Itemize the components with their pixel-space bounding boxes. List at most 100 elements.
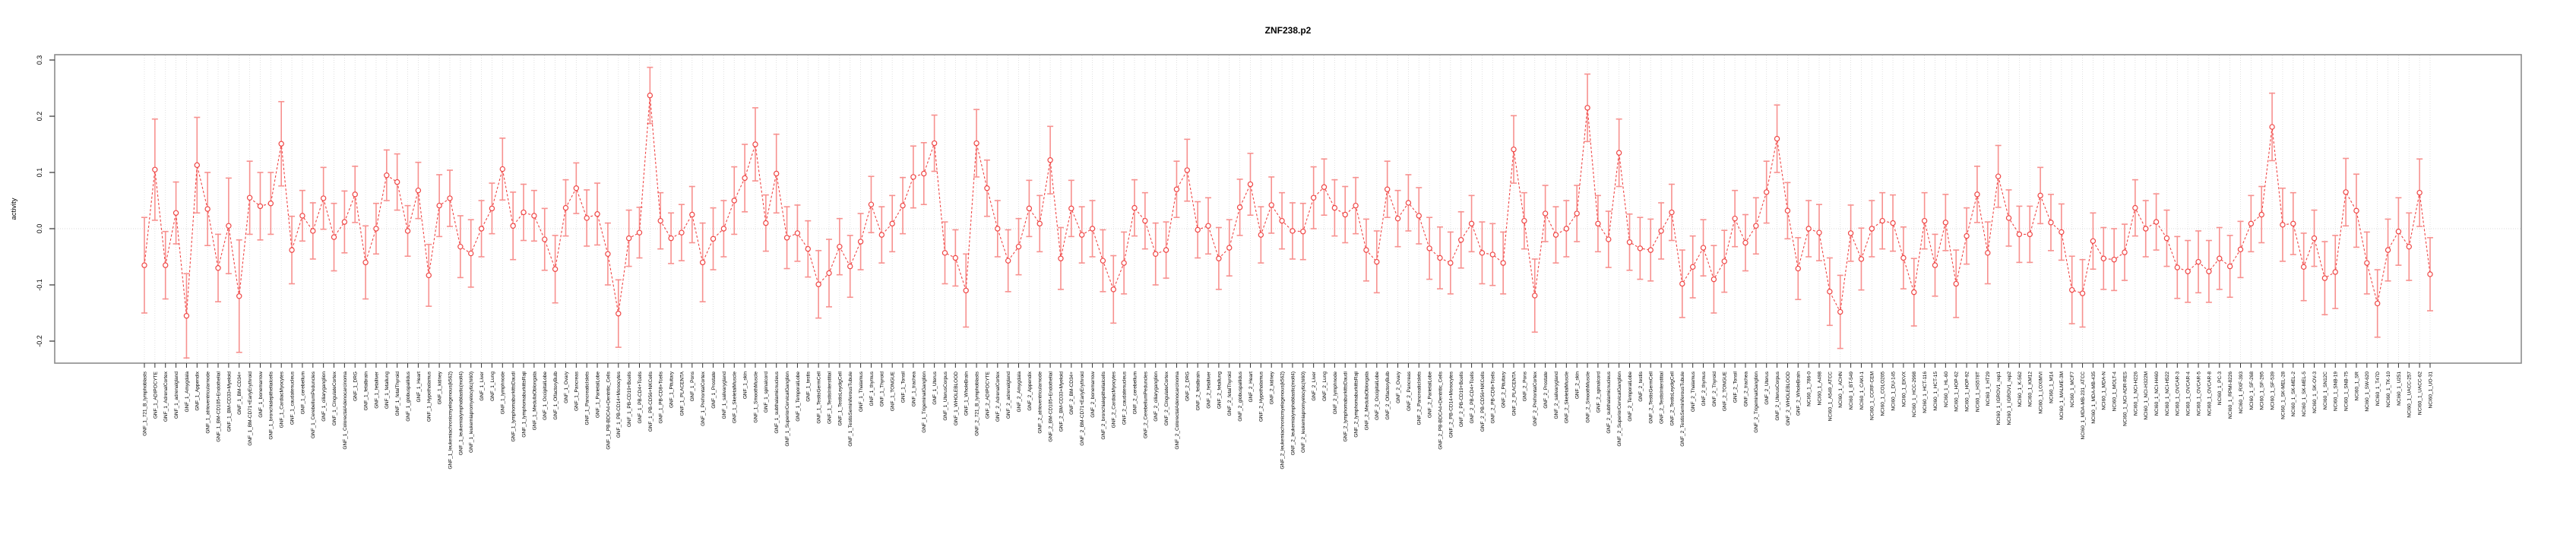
data-point <box>805 245 811 252</box>
data-point <box>2143 226 2149 232</box>
data-point <box>384 172 390 179</box>
data-point <box>1310 194 1317 201</box>
data-point <box>2206 268 2212 274</box>
data-point <box>2048 220 2054 226</box>
data-point <box>1953 280 1959 287</box>
data-point <box>616 311 622 317</box>
data-point <box>584 215 590 221</box>
data-point <box>1131 204 1138 211</box>
x-tick-label: GNF_2_PB-CD8+Tcells <box>1491 371 1496 423</box>
x-tick-label: GNF_1_MedullaOblongata <box>532 372 537 431</box>
x-tick-label: GNF_2_721_B_lymphoblasts <box>974 371 979 436</box>
x-tick-label: NCI60_1_SF-295 <box>2260 372 2265 410</box>
x-tick-label: NCI60_1_RPMI-8226 <box>2228 372 2233 419</box>
data-point <box>1448 260 1454 266</box>
data-point <box>1869 226 1875 232</box>
y-tick-label: 0.0 <box>36 224 43 234</box>
data-point <box>2280 222 2286 228</box>
x-tick-label: NCI60_1_PC-3 <box>2217 372 2223 405</box>
data-point <box>1552 232 1559 238</box>
data-point <box>2163 235 2170 242</box>
x-tick-label: GNF_2_BM-CD105+Endothelial <box>1049 371 1054 441</box>
x-tick-label: GNF_1_globuspallidus <box>406 371 411 422</box>
x-tick-label: GNF_2_WHOLEBLOOD <box>1786 372 1791 425</box>
data-point <box>1974 191 1980 198</box>
data-point <box>2100 255 2106 261</box>
x-tick-label: NCI60_1_SK-MEL-5 <box>2302 372 2307 417</box>
x-tick-label: GNF_2_Lung <box>1322 372 1328 401</box>
data-point <box>1058 255 1064 261</box>
data-point <box>1985 250 1991 256</box>
data-point <box>636 229 643 236</box>
x-tick-label: NCI60_1_CAKI-1 <box>1859 372 1865 410</box>
data-point <box>163 262 169 268</box>
x-tick-label: GNF_1_adrenalgland <box>174 372 179 419</box>
data-point <box>2364 260 2370 266</box>
data-point <box>1595 220 1601 227</box>
data-point <box>699 259 706 266</box>
data-point <box>426 272 432 279</box>
x-axis-labels: GNF_1_721_B_lymphoblasts GNF_1_ADIPOCYTE G… <box>142 371 2433 469</box>
x-tick-label: NCI60_1_UACC-257 <box>2407 372 2413 418</box>
data-point <box>847 263 853 270</box>
x-tick-label: NCI60_1_DU-145 <box>1891 372 1896 411</box>
x-tick-label: NCI60_1_SK-MEL-28 <box>2280 372 2286 419</box>
data-point <box>1416 213 1422 219</box>
data-point <box>183 313 190 319</box>
x-tick-label: GNF_1_Tonsil <box>900 371 906 403</box>
data-point <box>1500 260 1506 266</box>
data-point <box>1363 247 1369 253</box>
x-tick-label: NCI60_1_HL-60 <box>1944 372 1949 407</box>
x-tick-label: GNF_2_lymphomaburkittsRaji <box>1354 372 1359 438</box>
data-point <box>2385 247 2391 253</box>
data-point <box>995 226 1001 232</box>
x-tick-label: NCI60_1_K-562 <box>2017 372 2023 407</box>
x-tick-label: NCI60_1_HOP-62 <box>1954 372 1960 412</box>
x-tick-label: GNF_2_PB-CD14+Monocytes <box>1448 371 1454 438</box>
data-point <box>2217 255 2223 261</box>
data-point <box>763 220 769 226</box>
x-tick-label: GNF_1_SuperiorCervicalGanglion <box>785 372 790 447</box>
x-tick-label: GNF_1_Ovary <box>564 371 569 403</box>
x-tick-label: NCI60_1_SR <box>2354 372 2359 401</box>
data-point <box>1268 202 1274 208</box>
data-point <box>1458 237 1464 243</box>
x-tick-label: GNF_1_PB-CD14+Monocytes <box>616 371 622 438</box>
data-point <box>1247 181 1254 188</box>
x-tick-label: NCI60_1_A549_ATCC <box>1828 372 1833 422</box>
x-tick-label: NCI60_1_SK-OV-3 <box>2312 372 2318 413</box>
data-point <box>1479 250 1486 256</box>
data-point <box>668 235 674 242</box>
data-point <box>2027 231 2033 238</box>
x-tick-label: NCI60_1_NCI-H322M <box>2144 372 2149 420</box>
x-tick-label: GNF_1_WHOLEBLOOD <box>954 372 959 425</box>
data-point <box>605 251 611 257</box>
data-point <box>1015 243 1022 250</box>
x-tick-label: GNF_1_spinalcord <box>764 372 769 413</box>
x-tick-label: GNF_2_thymus <box>1701 371 1707 406</box>
data-point <box>1511 146 1517 153</box>
x-tick-label: NCI60_1_RXF-393 <box>2239 372 2244 414</box>
x-tick-label: GNF_2_skin <box>1575 372 1581 400</box>
x-tick-label: GNF_1_testis <box>806 371 812 401</box>
x-tick-label: GNF_2_Prostate <box>1543 372 1549 409</box>
data-point <box>731 198 737 204</box>
data-point <box>2290 220 2296 227</box>
x-tick-label: NCI60_1_IGROV1_rep2 <box>2007 372 2012 425</box>
y-axis-ticks: 0.3 0.2 0.1 0.0 -0.1 -0.2 <box>36 55 55 347</box>
x-tick-label: GNF_1_salivarygland <box>722 372 727 419</box>
x-tick-label: GNF_1_Pituitary <box>669 371 674 408</box>
x-tick-label: GNF_2_SkeletalMuscle <box>1565 372 1570 424</box>
data-point <box>2111 257 2117 263</box>
data-point <box>2311 235 2318 242</box>
data-point <box>152 166 158 172</box>
data-point <box>236 293 242 299</box>
x-tick-label: NCI60_1_A498 <box>1817 372 1822 406</box>
x-tick-label: GNF_2_fetalThyroid <box>1227 372 1233 416</box>
data-point <box>1342 211 1348 218</box>
x-tick-label: GNF_2_TrigeminalGanglion <box>1754 372 1759 433</box>
x-tick-label: GNF_2_globuspallidus <box>1238 371 1243 422</box>
x-tick-label: GNF_2_kidney <box>1270 371 1275 404</box>
data-point <box>1858 256 1865 262</box>
